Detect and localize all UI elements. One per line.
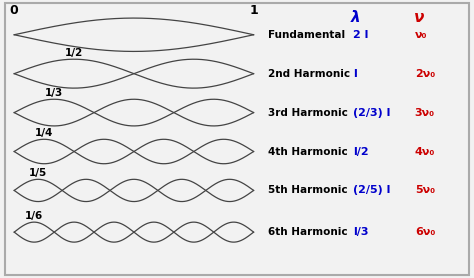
Text: λ: λ xyxy=(351,10,360,25)
Text: (2/5) l: (2/5) l xyxy=(353,185,391,195)
Text: 5th Harmonic: 5th Harmonic xyxy=(268,185,347,195)
Text: ν: ν xyxy=(414,10,425,25)
Text: 4ν₀: 4ν₀ xyxy=(415,147,435,157)
Text: l/3: l/3 xyxy=(353,227,369,237)
Text: 2 l: 2 l xyxy=(353,30,368,40)
Text: 5ν₀: 5ν₀ xyxy=(415,185,435,195)
Text: 2nd Harmonic: 2nd Harmonic xyxy=(268,69,350,79)
Text: 1/2: 1/2 xyxy=(65,48,83,58)
Text: 6th Harmonic: 6th Harmonic xyxy=(268,227,347,237)
Text: 1/5: 1/5 xyxy=(29,168,47,178)
Text: (2/3) l: (2/3) l xyxy=(353,108,391,118)
Text: Fundamental: Fundamental xyxy=(268,30,345,40)
Text: 4th Harmonic: 4th Harmonic xyxy=(268,147,347,157)
Text: 3rd Harmonic: 3rd Harmonic xyxy=(268,108,348,118)
Text: 6ν₀: 6ν₀ xyxy=(415,227,435,237)
Text: 3ν₀: 3ν₀ xyxy=(415,108,435,118)
Text: 2ν₀: 2ν₀ xyxy=(415,69,435,79)
Text: ν₀: ν₀ xyxy=(415,30,427,40)
Text: 1/6: 1/6 xyxy=(25,211,43,221)
Text: 1/3: 1/3 xyxy=(45,88,63,98)
Text: 1/4: 1/4 xyxy=(35,128,54,138)
Text: 1: 1 xyxy=(249,4,258,17)
Text: l/2: l/2 xyxy=(353,147,369,157)
Text: 0: 0 xyxy=(10,4,18,17)
Text: l: l xyxy=(353,69,357,79)
